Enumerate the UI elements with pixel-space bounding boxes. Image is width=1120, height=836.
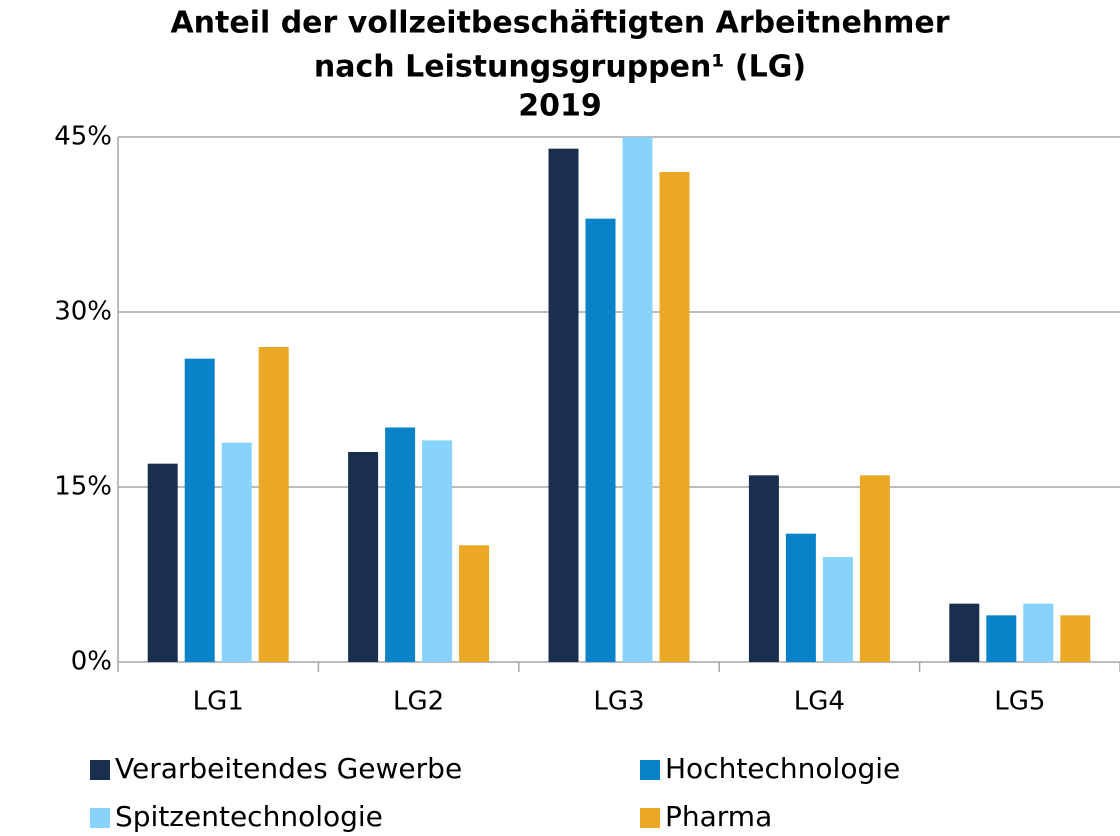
legend-swatch	[640, 808, 660, 828]
bar	[147, 463, 178, 662]
bar	[221, 442, 252, 662]
x-tick-label: LG5	[994, 687, 1045, 717]
legend-label: Spitzentechnologie	[115, 800, 383, 833]
x-tick-label: LG2	[393, 687, 444, 717]
bar	[1060, 615, 1091, 662]
bar	[622, 137, 653, 662]
chart-title: 2019	[518, 89, 602, 124]
bar	[986, 615, 1017, 662]
legend-swatch	[90, 808, 110, 828]
bar	[822, 557, 853, 662]
bar	[348, 452, 379, 662]
x-tick-label: LG3	[593, 687, 644, 717]
bar	[385, 427, 416, 662]
y-tick-label: 30%	[54, 297, 112, 327]
legend-label: Verarbeitendes Gewerbe	[115, 752, 462, 785]
bar	[785, 533, 816, 662]
legend-label: Hochtechnologie	[665, 752, 900, 785]
y-tick-label: 45%	[54, 122, 112, 152]
bar	[548, 148, 579, 662]
bar	[949, 603, 980, 662]
bar	[184, 358, 215, 662]
y-tick-label: 0%	[71, 647, 112, 677]
bar	[585, 218, 616, 662]
bar	[659, 172, 690, 662]
legend-swatch	[90, 760, 110, 780]
legend-label: Pharma	[665, 800, 772, 833]
chart-title: nach Leistungsgruppen¹ (LG)	[314, 50, 806, 85]
bar	[258, 347, 289, 662]
bar	[459, 545, 490, 662]
chart-title: Anteil der vollzeitbeschäftigten Arbeitn…	[170, 6, 949, 41]
x-tick-label: LG1	[193, 687, 244, 717]
y-tick-label: 15%	[54, 472, 112, 502]
bar	[859, 475, 890, 662]
legend-swatch	[640, 760, 660, 780]
x-tick-label: LG4	[794, 687, 845, 717]
bar	[1023, 603, 1054, 662]
bar	[422, 440, 453, 662]
bar	[748, 475, 779, 662]
